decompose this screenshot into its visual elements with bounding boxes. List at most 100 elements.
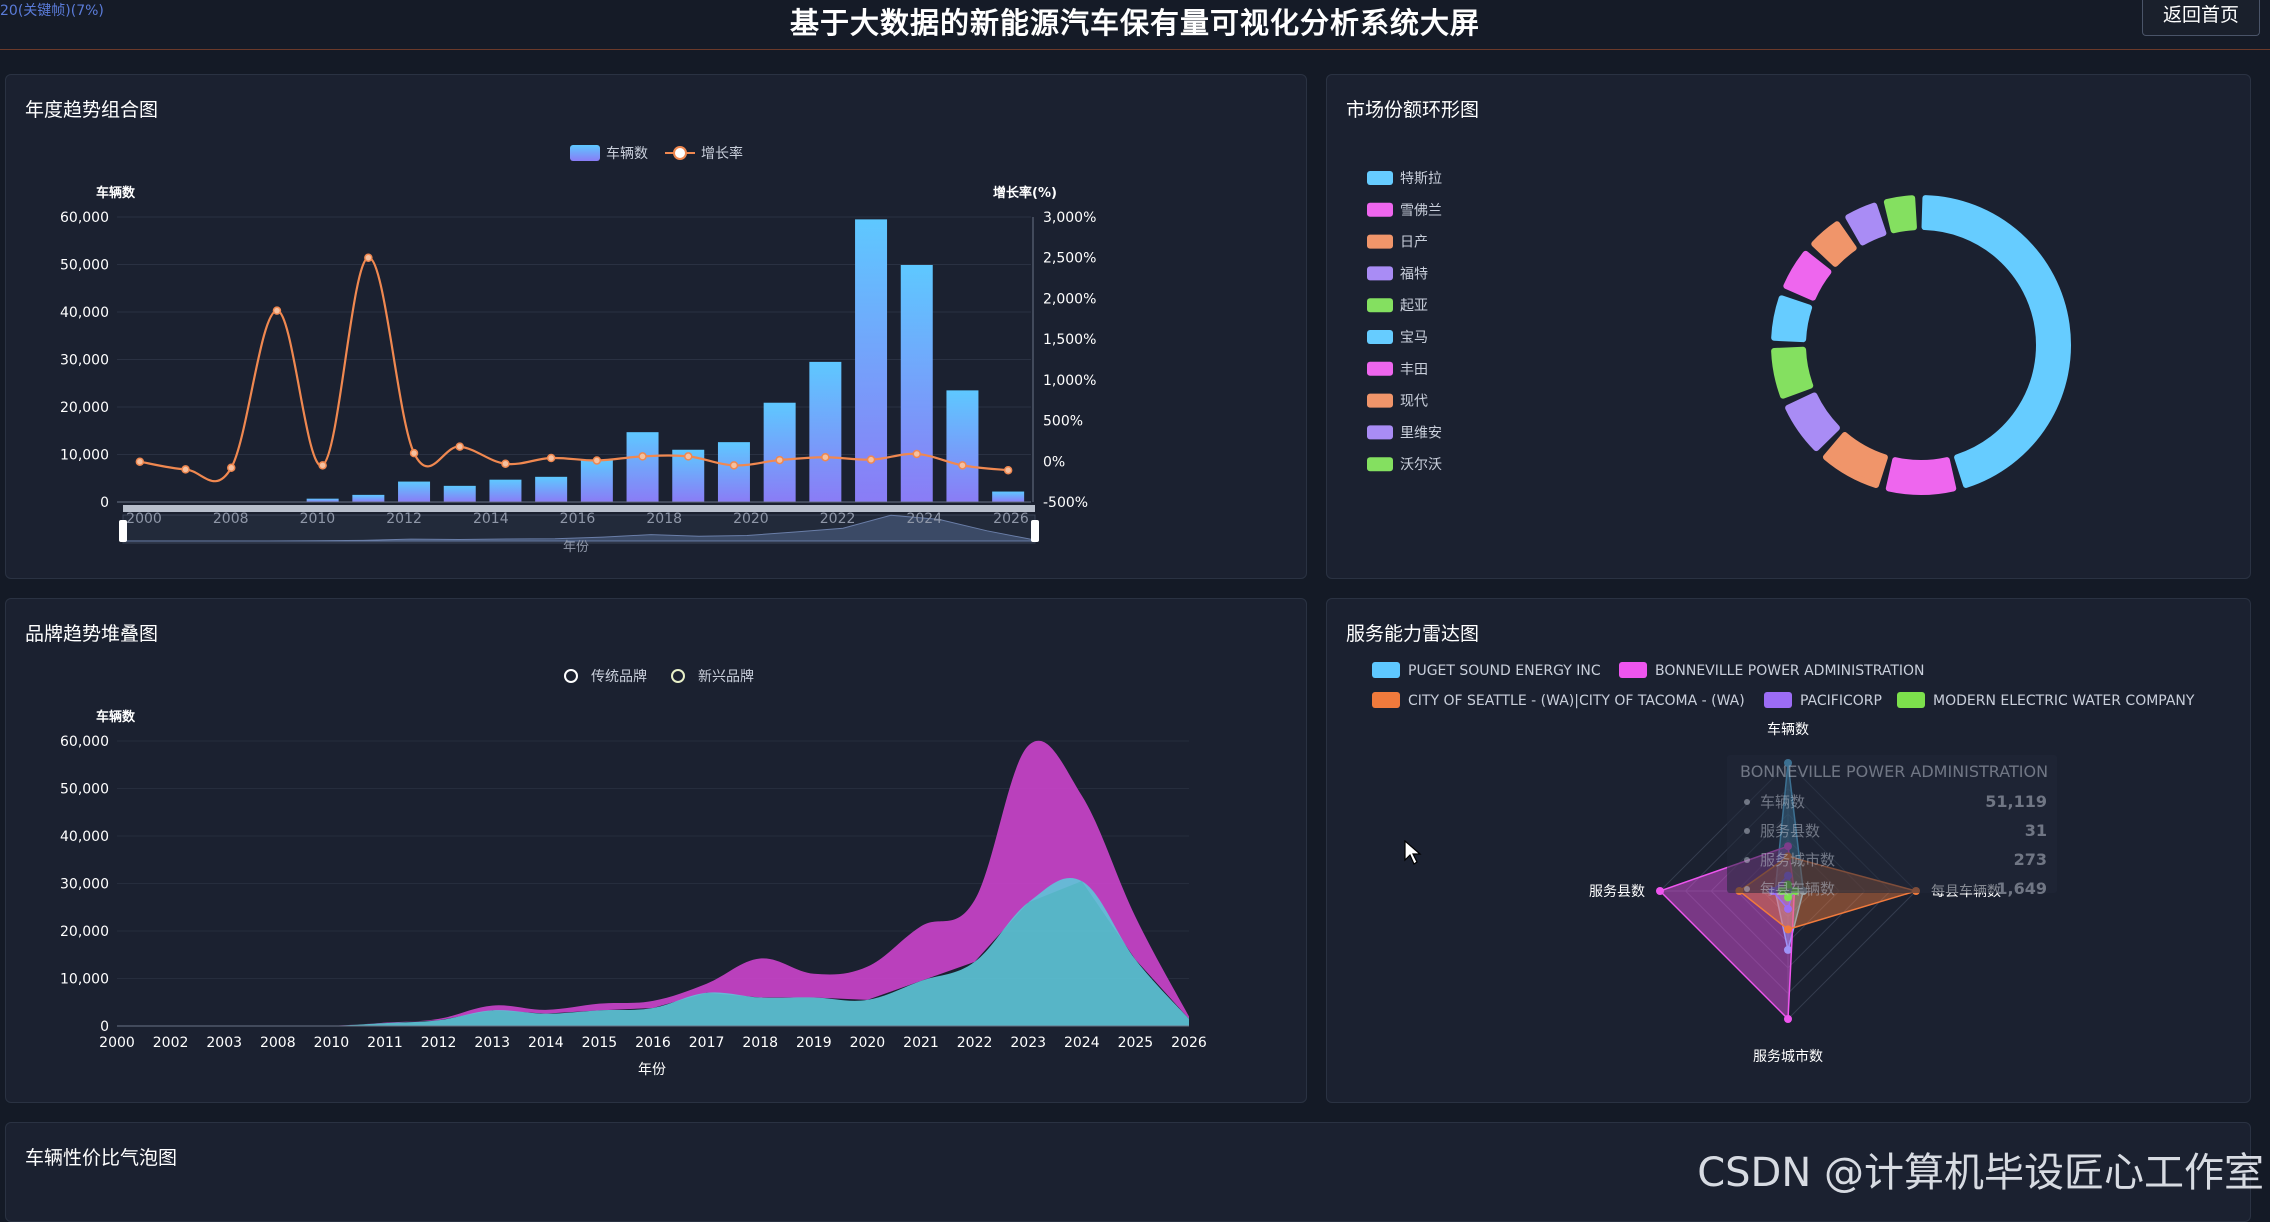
y-tick-label: 40,000 [60,305,109,321]
x-tick-label: 2021 [903,1035,939,1051]
radar-tooltip-label-2: 服务城市数 [1760,851,1835,869]
y-axis-title: 车辆数 [96,185,136,201]
radar-point-1-3 [1656,887,1664,895]
growth-point-2012 [365,254,372,261]
donut-slice-3 [1788,395,1837,448]
bar-2013 [398,482,430,502]
y-right-tick-label: 500% [1043,414,1083,430]
radar-tooltip-title: BONNEVILLE POWER ADMINISTRATION [1740,762,2048,781]
radar-indicator-0: 车辆数 [1767,721,1809,738]
bar-2021 [764,403,796,502]
x-tick-label: 2010 [300,511,336,527]
bar-2026 [992,492,1024,502]
radar-tooltip-label-3: 每县车辆数 [1760,880,1835,898]
growth-point-2018 [639,453,646,460]
legend-label-traditional: 传统品牌 [591,668,647,685]
legend-label-emerging: 新兴品牌 [698,668,754,685]
legend-label-0: 特斯拉 [1400,171,1442,187]
legend-swatch-1 [1367,203,1393,217]
x-tick-label: 2023 [1010,1035,1046,1051]
x-tick-label: 2018 [646,511,682,527]
radar-legend-swatch-4 [1897,692,1925,708]
y-tick-label: 0 [100,1019,109,1035]
x-tick-label: 2013 [474,1035,510,1051]
radar-tooltip-dot-3 [1744,886,1750,892]
legend-label-2: 日产 [1400,235,1428,251]
radar-indicator-2: 服务城市数 [1753,1048,1823,1065]
growth-point-2000 [136,458,143,465]
donut-slice-2 [1826,435,1885,485]
y-tick-label: 10,000 [60,972,109,988]
page-title: 基于大数据的新能源汽车保有量可视化分析系统大屏 [0,0,2270,42]
x-tick-label: 2016 [560,511,596,527]
radar-tooltip-value-1: 31 [2025,821,2047,840]
zoom-handle-right [1031,520,1039,542]
brand-chart: 传统品牌新兴品牌车辆数60,00050,00040,00030,00020,00… [6,599,1308,1104]
legend-label-1: 雪佛兰 [1400,203,1442,219]
home-button[interactable]: 返回首页 [2142,0,2260,36]
y-tick-label: 60,000 [60,210,109,226]
growth-point-2025 [959,462,966,469]
trend-chart: 车辆数增长率车辆数增长率(%)60,00050,00040,00030,0002… [6,75,1308,580]
radar-tooltip-label-0: 车辆数 [1760,793,1805,811]
watermark: CSDN @计算机毕设匠心工作室 [1697,1140,2264,1198]
legend-swatch-0 [1367,171,1393,185]
legend-label-9: 沃尔沃 [1400,457,1442,473]
y-right-tick-label: 3,000% [1043,210,1096,226]
growth-point-2010 [273,307,280,314]
bar-2014 [444,486,476,502]
y-tick-label: 20,000 [60,400,109,416]
x-tick-label: 2008 [260,1035,296,1051]
x-tick-label: 2012 [421,1035,457,1051]
radar-legend-swatch-1 [1619,662,1647,678]
top-bar: 20(关键帧)(7%) 基于大数据的新能源汽车保有量可视化分析系统大屏 返回首页 [0,0,2270,50]
growth-point-2014 [456,443,463,450]
growth-point-2022 [822,454,829,461]
x-tick-label: 2022 [820,511,856,527]
growth-point-2011 [319,462,326,469]
y-right-tick-label: 2,000% [1043,291,1096,307]
bar-2024 [901,265,933,502]
growth-point-2024 [913,450,920,457]
y-tick-label: 20,000 [60,924,109,940]
legend-swatch-8 [1367,425,1393,439]
legend-swatch-7 [1367,394,1393,408]
x-tick-label: 2025 [1118,1035,1154,1051]
x-tick-label: 2018 [742,1035,778,1051]
x-tick-label: 2015 [582,1035,618,1051]
legend-label-5: 宝马 [1400,330,1428,346]
x-tick-label: 2024 [906,511,942,527]
x-tick-label: 2011 [367,1035,403,1051]
x-tick-label: 2008 [213,511,249,527]
legend-label-6: 丰田 [1400,362,1428,378]
x-tick-label: 2020 [733,511,769,527]
x-axis-title: 年份 [563,540,589,555]
x-tick-label: 2014 [473,511,509,527]
bar-2015 [489,480,521,502]
growth-point-2017 [593,457,600,464]
market-panel: 市场份额环形图 特斯拉雪佛兰日产福特起亚宝马丰田现代里维安沃尔沃 [1326,74,2251,579]
radar-indicator-3: 服务县数 [1589,884,1645,900]
x-tick-label: 2000 [99,1035,135,1051]
legend-icon-emerging [672,670,684,682]
growth-point-2026 [1005,467,1012,474]
y-tick-label: 0 [100,495,109,511]
y-right-tick-label: 1,000% [1043,373,1096,389]
bar-2022 [809,362,841,502]
x-tick-label: 2019 [796,1035,832,1051]
donut-slice-9 [1887,198,1914,230]
bar-2018 [627,432,659,502]
legend-label-8: 里维安 [1400,425,1442,441]
y-tick-label: 30,000 [60,353,109,369]
radar-point-2-2 [1784,925,1792,933]
growth-point-2023 [868,456,875,463]
y-right-tick-label: 1,500% [1043,332,1096,348]
radar-tooltip-dot-1 [1744,828,1750,834]
bubble-panel-title: 车辆性价比气泡图 [25,1143,177,1170]
y-tick-label: 50,000 [60,258,109,274]
donut-slice-7 [1814,224,1853,264]
